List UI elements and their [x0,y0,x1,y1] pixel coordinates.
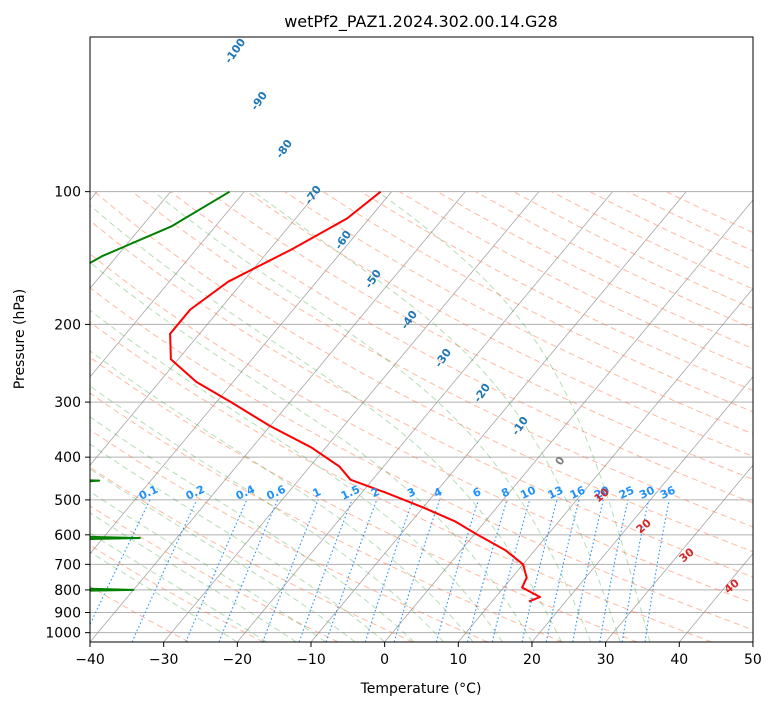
mixing-ratio-line [325,499,378,642]
mixing-ratio-label: 10 [518,483,538,501]
mixing-ratio-line [393,499,441,642]
isotherm-line [90,191,392,555]
moist-adiabat-line [90,309,503,642]
dry-adiabat-line [132,191,753,528]
mixing-ratio-line [466,499,508,642]
isotherm-line [90,191,171,290]
moist-adiabat-line [90,491,326,642]
mixing-ratio-line [298,499,353,642]
isotherm-line [531,376,753,642]
dry-adiabat-line [90,287,753,631]
moist-adiabat-lines [90,191,651,642]
mixing-ratio-label: 36 [658,483,678,501]
isotherm-line [237,191,613,642]
x-tick-label: 40 [670,652,688,668]
isotherm-lines [90,191,753,642]
isotherm-line [605,464,753,642]
profile-series [90,190,541,603]
isotherm-line [384,199,753,642]
pressure-gridlines [90,191,753,634]
moist-adiabat-line [90,468,356,642]
y-axis-label: Pressure (hPa) [12,289,28,389]
isotherm-line [310,191,687,642]
x-tick-label: −10 [296,652,326,668]
y-tick-label: 900 [54,605,81,621]
dry-adiabat-line [94,191,753,553]
y-tick-label: 200 [54,317,81,333]
dry-adiabat-line [90,356,638,642]
dry-adiabat-line [90,429,488,642]
moist-adiabat-line [90,204,562,642]
mixing-ratio-line [90,499,151,626]
mixing-ratio-label: 30 [637,483,657,501]
y-tick-label: 600 [54,528,81,544]
isotherm-line [90,191,466,642]
mixing-ratio-line [131,499,198,642]
dry-adiabat-line [322,191,753,413]
y-tick-label: 800 [54,583,81,599]
moist-adiabat-line [90,385,444,642]
mixing-ratio-label: 20 [592,483,612,501]
isotherm-line [163,191,540,642]
dry-adiabat-line [90,219,753,578]
mixing-ratio-line [435,499,479,642]
isotherm-line [90,191,319,466]
mixing-ratio-label: 25 [617,484,636,502]
mixing-ratio-lines [90,499,670,642]
mixing-ratio-line [545,499,580,642]
mixing-ratio-line [491,499,531,642]
isotherm-line [457,287,753,642]
chart-title: wetPf2_PAZ1.2024.302.00.14.G28 [284,12,558,32]
x-tick-label: 30 [597,652,615,668]
x-tick-label: 50 [744,652,762,668]
y-tick-label: 100 [54,185,81,201]
dry-adiabat-line [90,585,190,642]
temperature-trace [169,190,541,603]
x-tick-label: 20 [523,652,541,668]
dry-adiabat-line [360,191,753,391]
moist-adiabat-line [90,443,385,642]
y-tick-label: 700 [54,557,81,573]
moist-adiabat-line [90,350,474,642]
y-tick-label: 500 [54,493,81,509]
y-axis-ticks: 100 200 300 400 500 600 700 800 900 1000 [45,185,90,642]
moist-adiabat-line [377,191,651,642]
plot-frame [89,36,754,643]
dry-adiabat-lines [90,191,753,642]
y-tick-label: 1000 [45,626,81,642]
mixing-ratio-line [521,499,558,642]
x-tick-label: 10 [449,652,467,668]
moist-adiabat-line [90,416,415,642]
dry-adiabat-line [90,392,563,642]
x-tick-label: −40 [75,652,105,668]
isotherm-line [90,191,245,378]
dry-adiabat-line [246,191,753,457]
moist-adiabat-line [90,551,238,642]
mixing-ratio-line [364,499,414,642]
x-tick-label: −30 [149,652,179,668]
x-axis-ticks: −40 −30 −20 −10 0 10 20 30 40 50 [75,642,762,668]
dry-adiabat-line [208,191,753,480]
dry-adiabat-line [90,466,414,642]
moist-adiabat-line [90,261,533,642]
dry-adiabat-line [90,321,712,642]
moist-adiabat-line [253,191,621,642]
x-axis-label: Temperature (°C) [360,681,482,697]
isotherm-line [678,552,753,642]
y-tick-label: 300 [54,395,81,411]
x-tick-label: −20 [223,652,253,668]
moist-adiabat-line [153,191,592,642]
mixing-ratio-label: 13 [546,484,565,502]
x-tick-label: 0 [380,652,389,668]
mixing-ratio-line [572,499,604,642]
mixing-ratio-label: 16 [568,483,588,501]
y-tick-label: 400 [54,450,81,466]
